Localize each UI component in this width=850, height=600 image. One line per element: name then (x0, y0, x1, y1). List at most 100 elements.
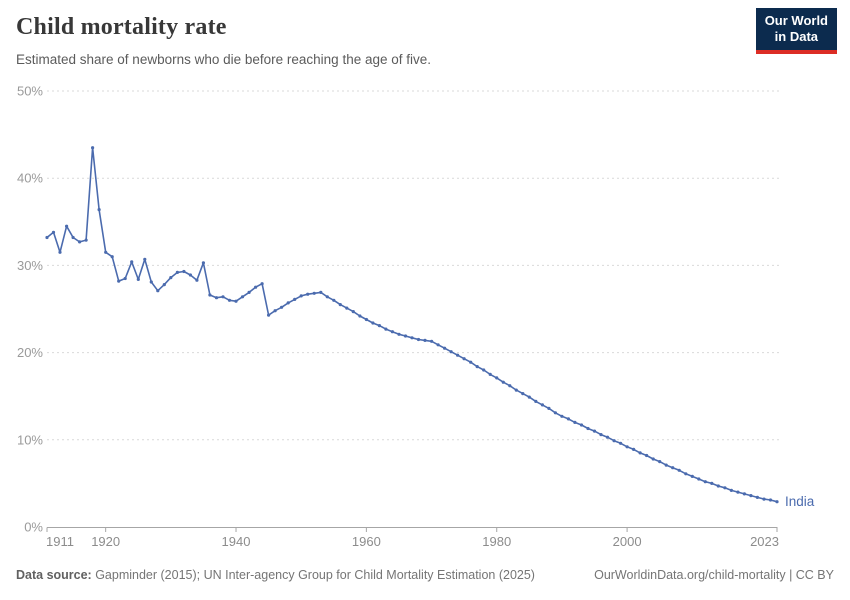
entity-label-india[interactable]: India (785, 494, 815, 509)
owid-citation-link[interactable]: OurWorldinData.org/child-mortality | CC … (594, 568, 834, 582)
data-point (671, 466, 675, 470)
data-point (632, 447, 636, 451)
data-point (123, 276, 127, 281)
data-point (312, 291, 316, 295)
data-point (527, 395, 531, 399)
data-point (599, 433, 603, 437)
data-source-label: Data source: (16, 568, 92, 582)
y-tick-label-10: 10% (17, 432, 43, 447)
data-point (110, 255, 114, 259)
data-point (736, 490, 740, 494)
data-point (260, 282, 264, 286)
data-point (208, 293, 212, 297)
data-point (540, 403, 545, 407)
data-point (690, 474, 694, 478)
data-point (195, 278, 199, 282)
data-point (240, 295, 245, 299)
y-tick-label-40: 40% (17, 171, 43, 186)
data-point (605, 435, 610, 439)
data-point (579, 423, 584, 427)
data-point (475, 365, 479, 369)
data-point (299, 294, 303, 298)
data-point (547, 406, 551, 410)
data-point (592, 429, 597, 433)
data-point (742, 492, 747, 496)
data-point (227, 298, 232, 302)
x-tick-label-1911: 1911 (46, 534, 74, 549)
data-point (371, 321, 375, 325)
data-point (612, 439, 616, 443)
x-tick-label-1980: 1980 (482, 534, 511, 549)
data-point (364, 317, 368, 322)
data-point (221, 295, 225, 299)
data-point (482, 368, 486, 372)
data-source-text: Gapminder (2015); UN Inter-agency Group … (91, 568, 535, 582)
data-point (71, 235, 75, 240)
data-point (254, 285, 258, 289)
data-point (358, 314, 362, 318)
data-point (182, 269, 186, 274)
data-point (658, 460, 662, 464)
data-point (710, 481, 714, 485)
data-point (162, 283, 166, 287)
data-point (273, 309, 277, 313)
data-point (462, 357, 466, 361)
data-point (684, 472, 688, 476)
data-point (175, 270, 179, 274)
data-point (488, 372, 492, 376)
data-point (397, 332, 401, 336)
data-point (703, 480, 707, 484)
data-point (214, 296, 219, 300)
data-point (403, 334, 408, 338)
data-point (188, 273, 192, 277)
data-point (697, 477, 701, 481)
data-point (638, 451, 642, 455)
data-point (384, 327, 388, 331)
data-point (293, 297, 297, 301)
data-point (573, 420, 577, 424)
data-point (319, 290, 323, 294)
data-point (84, 238, 88, 242)
data-point (449, 350, 453, 354)
y-tick-label-50: 50% (17, 84, 43, 99)
owid-logo[interactable]: Our World in Data (755, 8, 837, 54)
data-point (775, 500, 779, 504)
data-point (416, 337, 421, 342)
data-source-note: Data source: Gapminder (2015); UN Inter-… (16, 568, 535, 582)
data-point (521, 392, 525, 396)
data-point (469, 360, 473, 364)
owid-logo-line2: in Data (774, 29, 819, 45)
y-tick-label-30: 30% (17, 258, 43, 273)
y-tick-label-20: 20% (17, 345, 43, 360)
data-point (716, 484, 720, 488)
owid-logo-line1: Our World (764, 13, 828, 28)
data-point (534, 399, 538, 403)
data-point (156, 289, 160, 293)
data-point (286, 301, 290, 305)
data-line-india[interactable] (46, 146, 778, 503)
data-point (247, 290, 251, 294)
x-tick-label-1940: 1940 (222, 534, 251, 549)
data-point (117, 279, 121, 283)
data-point (553, 411, 558, 415)
line-chart-plot[interactable]: 0% 10% 20% 30% 40% 50% 1911 1920 1940 1960 1980 200… (0, 0, 850, 560)
data-point (149, 280, 153, 284)
data-point (495, 376, 499, 380)
data-point (280, 305, 284, 309)
y-tick-label-0: 0% (24, 520, 43, 535)
data-point (410, 336, 414, 340)
data-point (560, 414, 564, 418)
data-point (566, 417, 571, 421)
data-point (645, 453, 649, 458)
data-point (430, 339, 434, 343)
data-point (514, 388, 518, 392)
data-point (436, 343, 440, 347)
data-point (749, 494, 753, 498)
data-point (377, 324, 381, 328)
data-point (97, 208, 101, 212)
data-point (723, 486, 727, 490)
data-point (390, 330, 394, 334)
data-point (267, 313, 271, 317)
chart-subtitle: Estimated share of newborns who die befo… (16, 52, 431, 67)
data-point (51, 230, 56, 234)
